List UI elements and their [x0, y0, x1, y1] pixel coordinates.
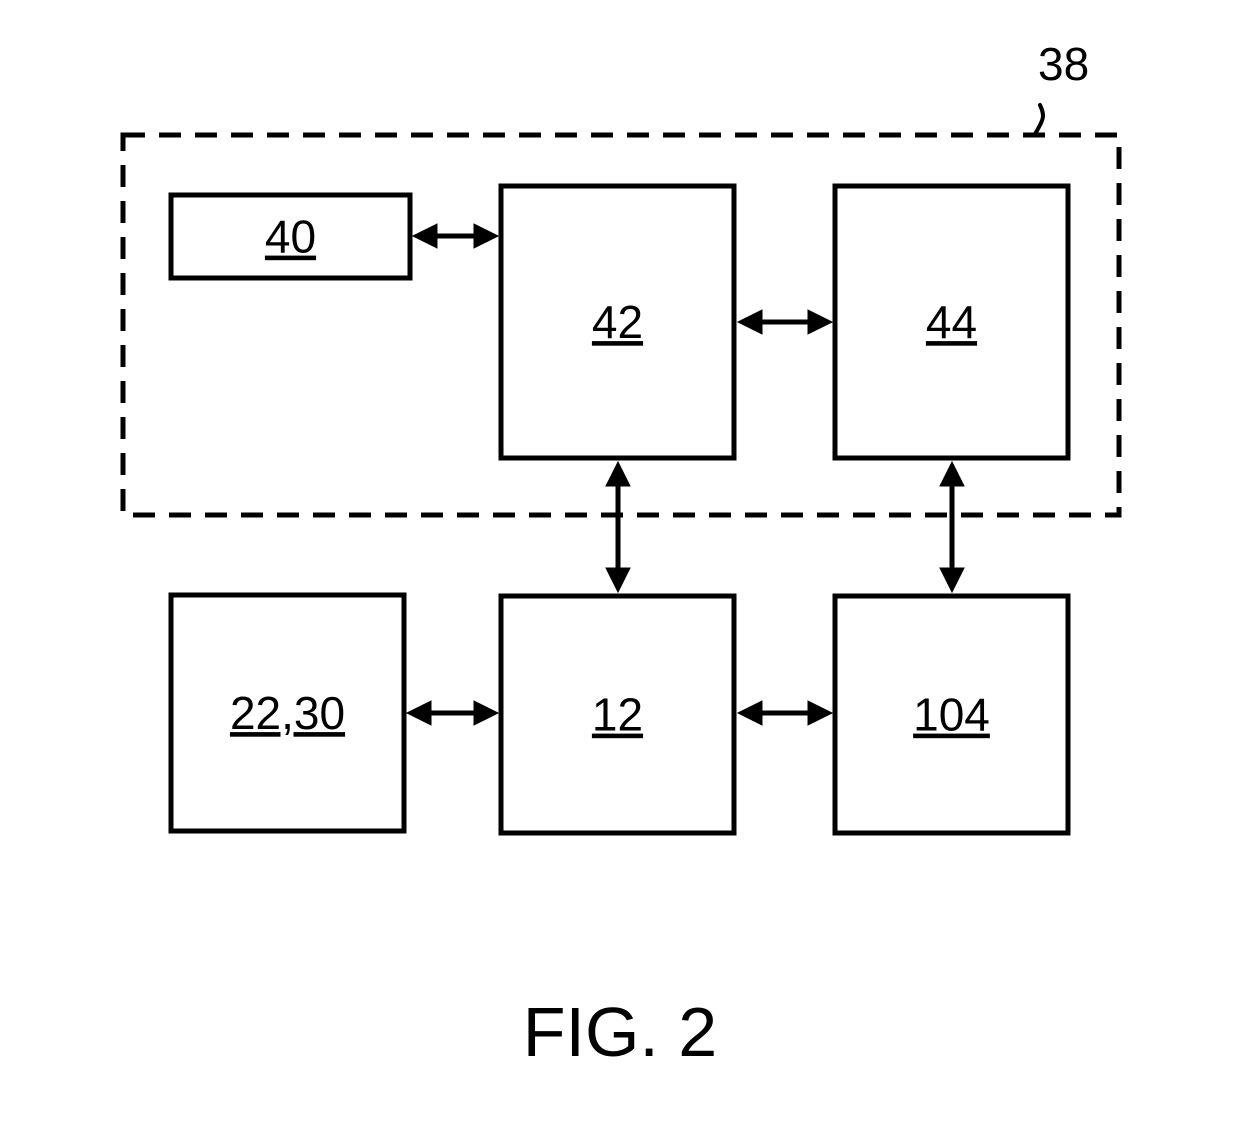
edge-n42-n44-head: [738, 310, 762, 334]
edge-n42-n12-head: [606, 462, 630, 486]
node-label-n12: 12: [592, 689, 643, 741]
edge-n42-n12-head: [606, 568, 630, 592]
edge-n40-n42-head: [413, 224, 437, 248]
edge-n44-n104-head: [940, 568, 964, 592]
edge-n42-n44-head: [808, 310, 832, 334]
edge-n22-n12-head: [474, 701, 498, 725]
node-label-n42: 42: [592, 296, 643, 348]
container-label-38: 38: [1038, 38, 1089, 90]
callout-line-38: [1035, 105, 1043, 134]
edge-n40-n42-head: [474, 224, 498, 248]
block-diagram: 38 40 42 44 22,30 12 104: [0, 0, 1240, 1126]
figure-caption: FIG. 2: [450, 992, 790, 1072]
node-label-n40: 40: [265, 211, 316, 263]
edge-n12-n104-head: [738, 701, 762, 725]
node-label-n104: 104: [913, 689, 990, 741]
edge-n44-n104-head: [940, 462, 964, 486]
edge-n12-n104-head: [808, 701, 832, 725]
edge-n22-n12-head: [407, 701, 431, 725]
node-label-n22: 22,30: [230, 687, 345, 739]
node-label-n44: 44: [926, 296, 977, 348]
